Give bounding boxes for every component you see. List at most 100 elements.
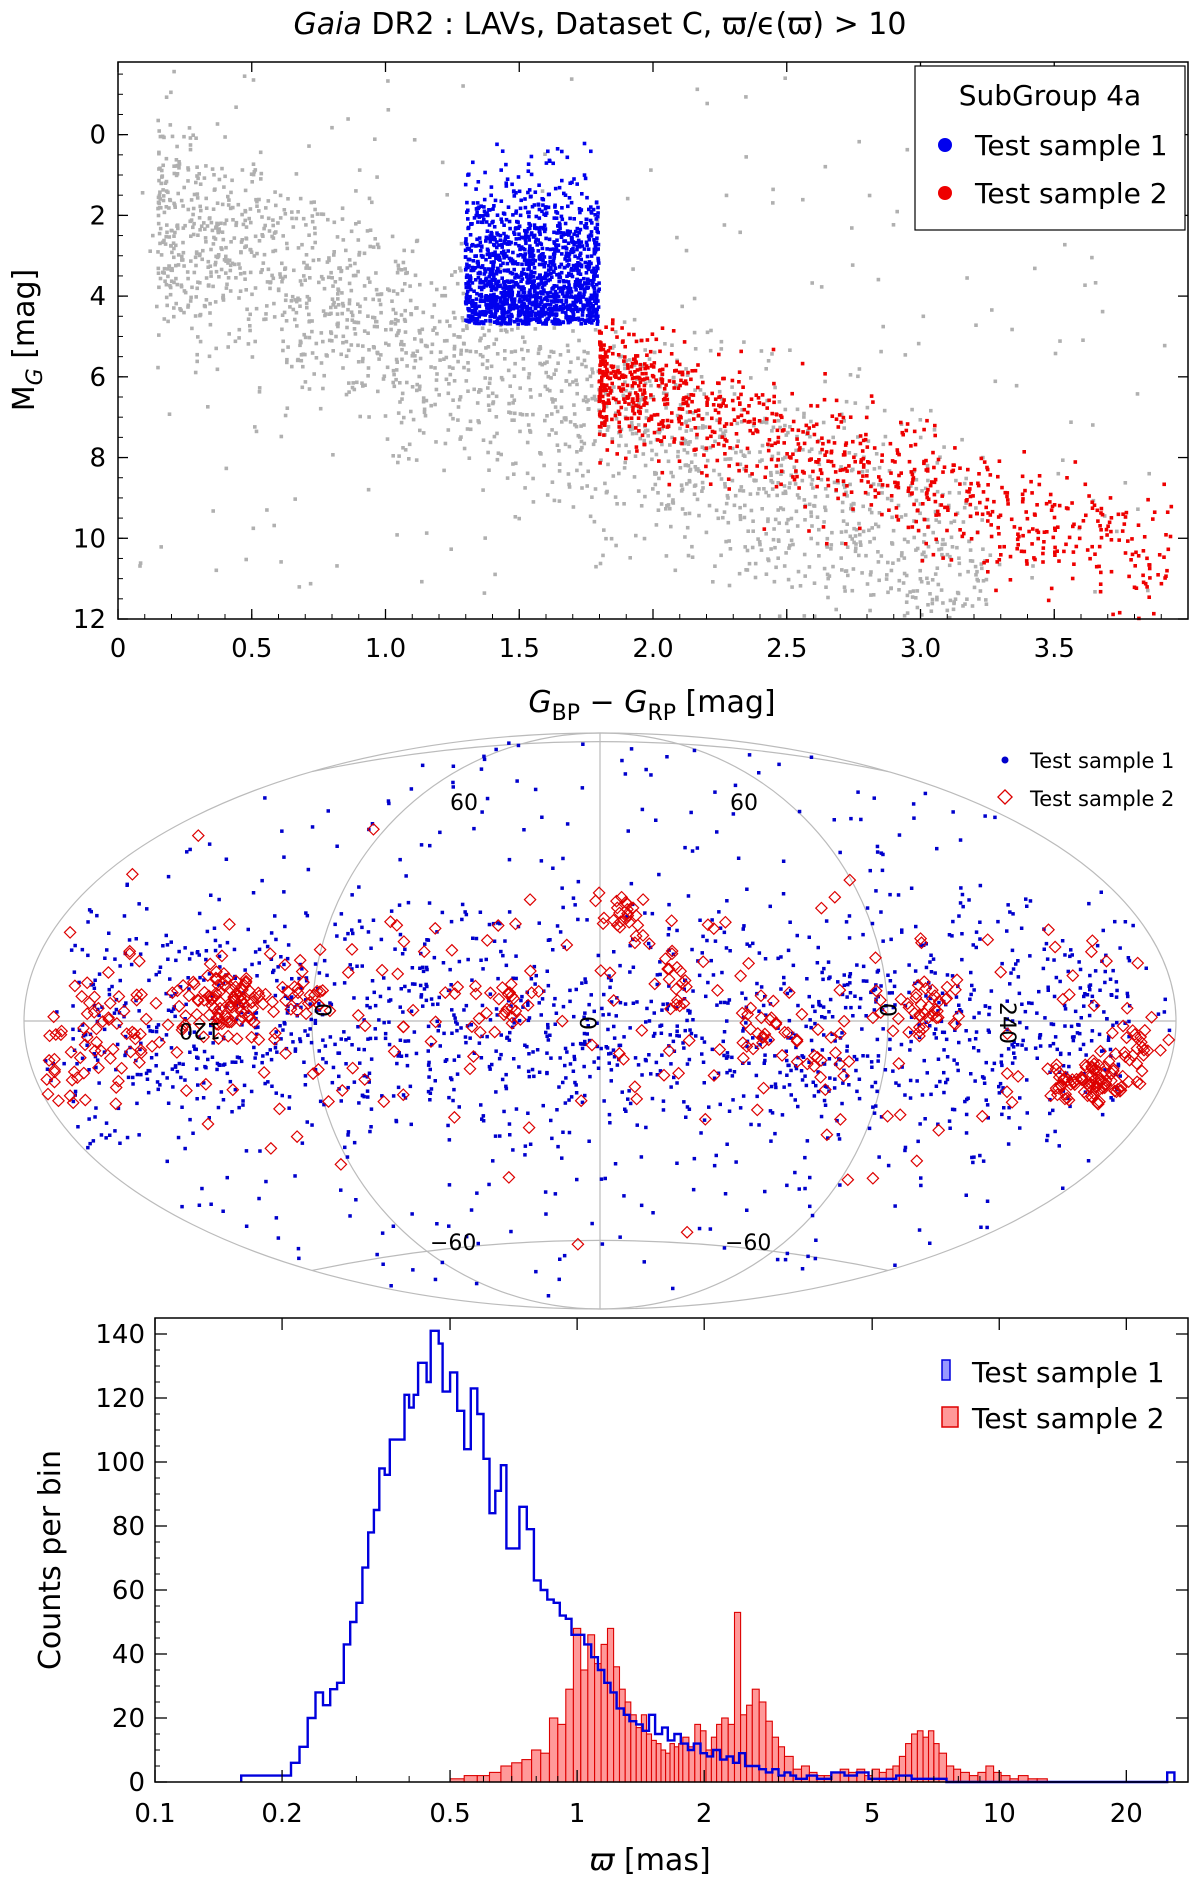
cmd-point-all-lavs xyxy=(690,544,694,549)
cmd-point-test-sample-1 xyxy=(528,244,532,248)
cmd-point-all-lavs xyxy=(159,253,164,257)
cmd-point-all-lavs xyxy=(569,360,573,364)
cmd-point-all-lavs xyxy=(398,381,402,385)
cmd-point-test-sample-2 xyxy=(770,411,774,416)
cmd-point-test-sample-1 xyxy=(566,317,570,322)
cmd-point-test-sample-2 xyxy=(623,344,627,349)
cmd-point-all-lavs xyxy=(156,266,161,271)
cmd-point-all-lavs xyxy=(588,374,593,379)
cmd-point-test-sample-2 xyxy=(820,447,824,452)
cmd-point-all-lavs xyxy=(903,513,908,517)
cmd-point-test-sample-1 xyxy=(513,304,517,309)
cmd-point-all-lavs xyxy=(198,281,202,285)
cmd-point-test-sample-1 xyxy=(482,205,486,209)
cmd-point-all-lavs xyxy=(543,384,548,389)
cmd-point-all-lavs xyxy=(250,180,254,184)
cmd-point-test-sample-1 xyxy=(586,267,591,272)
cmd-point-test-sample-2 xyxy=(1104,527,1109,532)
cmd-point-test-sample-1 xyxy=(577,280,581,285)
cmd-point-test-sample-1 xyxy=(471,259,476,263)
skymap-point-test-sample-1 xyxy=(891,1005,896,1010)
cmd-point-test-sample-2 xyxy=(841,479,846,483)
cmd-point-test-sample-1 xyxy=(557,265,562,269)
cmd-point-test-sample-2 xyxy=(598,410,602,414)
cmd-point-all-lavs xyxy=(885,496,890,501)
cmd-point-test-sample-1 xyxy=(593,213,597,217)
cmd-point-all-lavs xyxy=(923,486,928,491)
cmd-point-all-lavs xyxy=(823,487,828,491)
cmd-point-test-sample-2 xyxy=(1071,524,1075,529)
cmd-point-test-sample-1 xyxy=(565,286,570,290)
cmd-point-test-sample-1 xyxy=(492,295,496,299)
cmd-point-test-sample-2 xyxy=(642,442,647,447)
skymap-point-test-sample-1 xyxy=(464,1234,469,1239)
cmd-point-test-sample-1 xyxy=(542,223,547,227)
cmd-point-test-sample-2 xyxy=(683,379,688,383)
cmd-point-all-lavs xyxy=(433,366,437,370)
cmd-point-test-sample-2 xyxy=(935,509,940,514)
cmd-point-test-sample-1 xyxy=(559,307,563,312)
cmd-point-all-lavs xyxy=(371,245,376,249)
cmd-point-test-sample-1 xyxy=(520,245,524,249)
skymap-point-test-sample-1 xyxy=(496,976,500,981)
cmd-point-test-sample-2 xyxy=(962,531,966,536)
skymap-point-test-sample-1 xyxy=(688,1028,692,1032)
cmd-point-test-sample-1 xyxy=(547,314,551,318)
cmd-point-all-lavs xyxy=(701,486,705,490)
cmd-point-all-lavs xyxy=(922,533,927,537)
cmd-point-test-sample-1 xyxy=(578,272,583,276)
cmd-point-all-lavs xyxy=(848,482,852,487)
cmd-point-all-lavs xyxy=(487,468,491,472)
cmd-point-test-sample-2 xyxy=(627,392,632,397)
cmd-point-test-sample-2 xyxy=(724,422,729,426)
cmd-point-test-sample-1 xyxy=(492,315,497,319)
cmd-point-all-lavs xyxy=(319,212,324,216)
skymap-point-test-sample-1 xyxy=(310,1123,314,1127)
cmd-point-all-lavs xyxy=(349,310,354,314)
cmd-point-test-sample-1 xyxy=(470,243,474,248)
cmd-point-all-lavs xyxy=(236,202,241,207)
cmd-point-all-lavs xyxy=(394,368,399,372)
cmd-point-test-sample-1 xyxy=(474,311,478,316)
skymap-point-test-sample-1 xyxy=(776,956,780,961)
skymap-point-test-sample-1 xyxy=(158,1083,162,1087)
cmd-point-test-sample-1 xyxy=(468,233,473,237)
cmd-point-test-sample-1 xyxy=(502,300,506,305)
cmd-point-test-sample-2 xyxy=(680,407,685,411)
cmd-point-test-sample-2 xyxy=(672,440,676,444)
cmd-point-all-lavs xyxy=(462,365,466,370)
cmd-point-test-sample-1 xyxy=(513,260,518,264)
cmd-point-test-sample-1 xyxy=(542,321,547,325)
cmd-point-all-lavs xyxy=(422,410,427,414)
skymap-point-test-sample-1 xyxy=(940,991,945,995)
cmd-point-all-lavs xyxy=(926,478,930,483)
cmd-point-all-lavs xyxy=(373,137,377,141)
cmd-point-all-lavs xyxy=(604,490,609,495)
cmd-point-test-sample-2 xyxy=(637,429,641,433)
cmd-point-test-sample-1 xyxy=(572,177,576,181)
cmd-point-all-lavs xyxy=(210,228,215,233)
skymap-point-test-sample-1 xyxy=(1006,1142,1011,1146)
cmd-point-all-lavs xyxy=(812,581,817,585)
cmd-point-test-sample-1 xyxy=(488,240,493,244)
cmd-point-all-lavs xyxy=(390,320,394,324)
cmd-point-test-sample-1 xyxy=(489,310,493,314)
cmd-point-test-sample-1 xyxy=(466,226,470,231)
cmd-point-test-sample-1 xyxy=(567,252,572,256)
cmd-point-all-lavs xyxy=(656,491,660,495)
cmd-point-all-lavs xyxy=(189,234,193,238)
cmd-point-all-lavs xyxy=(815,541,820,546)
cmd-point-all-lavs xyxy=(622,502,626,506)
cmd-point-test-sample-1 xyxy=(512,189,516,193)
skymap-point-test-sample-1 xyxy=(763,1058,767,1063)
cmd-point-all-lavs xyxy=(769,479,773,483)
cmd-point-test-sample-1 xyxy=(593,250,598,254)
cmd-point-test-sample-1 xyxy=(575,226,580,231)
cmd-point-all-lavs xyxy=(325,260,330,264)
cmd-point-all-lavs xyxy=(868,540,872,544)
cmd-point-all-lavs xyxy=(288,305,292,309)
cmd-point-all-lavs xyxy=(214,568,219,573)
cmd-point-all-lavs xyxy=(304,266,308,270)
cmd-point-test-sample-1 xyxy=(562,284,566,289)
cmd-point-all-lavs xyxy=(294,299,299,304)
